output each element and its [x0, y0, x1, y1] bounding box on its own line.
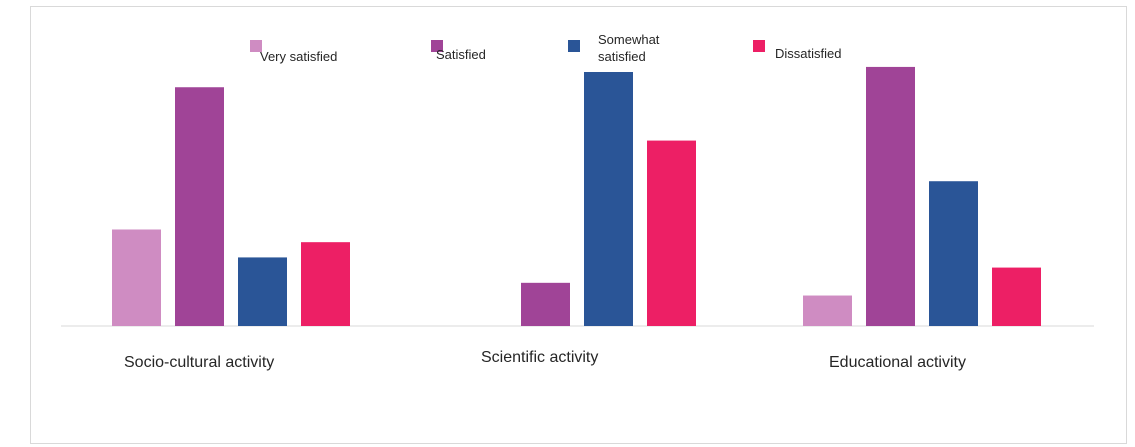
category-label-scientific: Scientific activity [481, 349, 599, 366]
bar-dissatisfied-0 [301, 242, 350, 326]
legend-label-very-satisfied: Very satisfied [260, 49, 338, 64]
bar-somewhat-satisfied-0 [238, 257, 287, 326]
legend-label-dissatisfied: Dissatisfied [775, 46, 842, 61]
bar-very-satisfied-0 [112, 229, 161, 326]
legend-swatch-satisfied [431, 40, 443, 52]
bar-dissatisfied-2 [992, 267, 1041, 326]
bar-very-satisfied-2 [803, 295, 852, 326]
bar-satisfied-0 [175, 87, 224, 327]
bar-satisfied-2 [866, 66, 915, 327]
category-label-socio-cultural: Socio-cultural activity [124, 354, 275, 371]
bar-dissatisfied-1 [647, 140, 696, 326]
legend-swatch-dissatisfied [753, 40, 765, 52]
legend-label-somewhat-satisfied: Somewhat satisfied [598, 32, 660, 64]
bar-somewhat-satisfied-1 [584, 72, 633, 326]
chart-frame: Very satisfied Satisfied Somewhat satisf… [30, 6, 1127, 444]
legend-swatch-very-satisfied [250, 40, 262, 52]
bar-chart [61, 40, 1094, 327]
bar-somewhat-satisfied-2 [929, 181, 978, 326]
legend-swatch-somewhat-satisfied [568, 40, 580, 52]
legend-label-satisfied: Satisfied [436, 47, 486, 62]
bar-satisfied-1 [521, 282, 570, 326]
category-label-educational: Educational activity [829, 354, 966, 371]
